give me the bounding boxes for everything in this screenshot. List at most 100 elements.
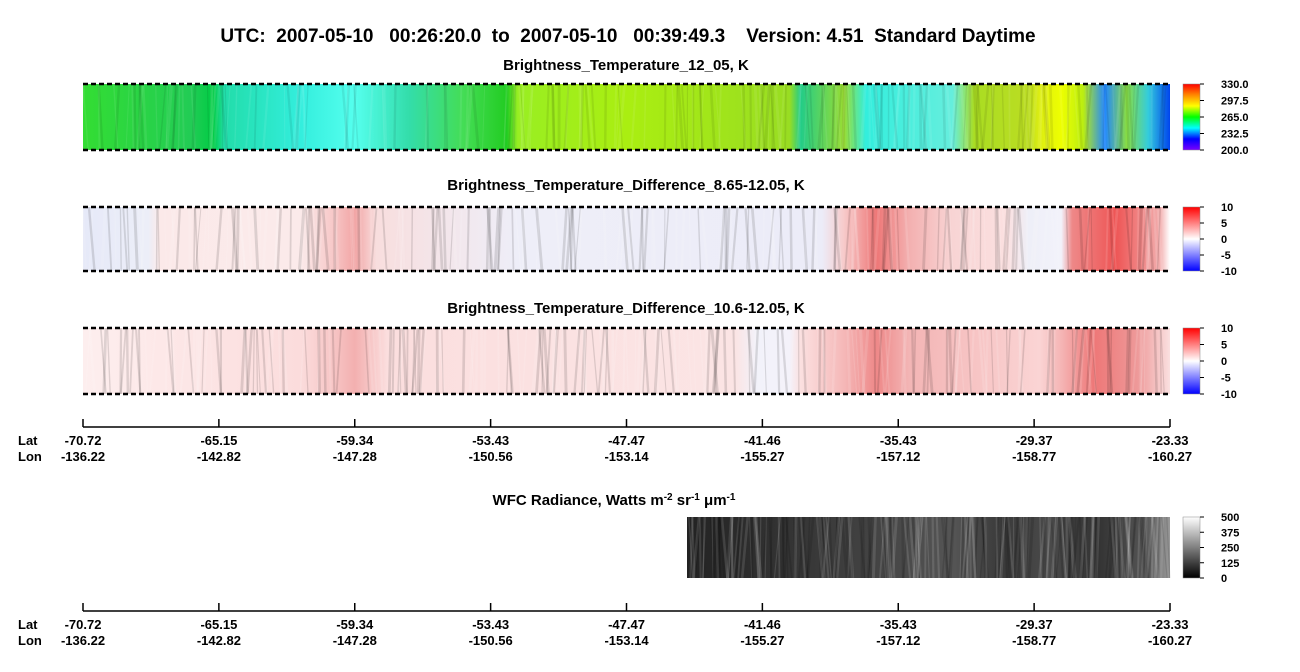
lon-tick-label: -158.77 xyxy=(1012,449,1056,464)
colorbar-tick-label: 5 xyxy=(1221,218,1227,230)
lat-tick-label: -35.43 xyxy=(880,433,917,448)
texture xyxy=(760,84,762,150)
texture xyxy=(778,328,779,394)
colorbar-tick-label: 0 xyxy=(1221,356,1227,368)
texture xyxy=(290,207,291,271)
figure-title: UTC: 2007-05-10 00:26:20.0 to 2007-05-10… xyxy=(220,26,1035,47)
colorbar-tick-label: 10 xyxy=(1221,323,1233,335)
lon-tick-label: -157.12 xyxy=(876,449,920,464)
texture xyxy=(240,207,241,271)
panel-title: Brightness_Temperature_Difference_10.6-1… xyxy=(447,300,805,317)
texture xyxy=(193,328,195,394)
texture xyxy=(514,84,515,150)
texture xyxy=(463,328,464,394)
texture xyxy=(1129,328,1130,394)
texture xyxy=(260,207,261,271)
colorbar xyxy=(1183,207,1200,271)
texture xyxy=(179,84,180,150)
texture xyxy=(772,207,773,271)
texture xyxy=(139,84,140,150)
colorbar-tick-label: -5 xyxy=(1221,373,1231,385)
texture xyxy=(1072,328,1073,394)
texture xyxy=(1160,328,1161,394)
texture xyxy=(750,84,751,150)
lat-label: Lat xyxy=(18,617,38,632)
texture xyxy=(198,328,200,394)
texture xyxy=(324,328,325,394)
texture xyxy=(933,517,934,578)
texture xyxy=(1121,84,1122,150)
lon-tick-label: -157.12 xyxy=(876,633,920,648)
lon-tick-label: -158.77 xyxy=(1012,633,1056,648)
texture xyxy=(467,207,468,271)
texture xyxy=(791,207,792,271)
lon-tick-label: -155.27 xyxy=(740,449,784,464)
texture xyxy=(732,517,733,578)
lat-tick-label: -59.34 xyxy=(336,617,374,632)
lat-tick-label: -41.46 xyxy=(744,617,781,632)
lat-tick-label: -29.37 xyxy=(1016,617,1053,632)
lon-tick-label: -153.14 xyxy=(604,449,649,464)
texture xyxy=(498,328,499,394)
texture xyxy=(615,84,616,150)
colorbar-tick-label: 375 xyxy=(1221,527,1239,539)
lat-tick-label: -70.72 xyxy=(65,617,102,632)
colorbar-tick-label: 265.0 xyxy=(1221,112,1249,124)
texture xyxy=(1046,84,1047,150)
texture xyxy=(476,328,477,394)
texture xyxy=(903,517,904,578)
texture xyxy=(665,84,666,150)
colorbar-tick-label: -5 xyxy=(1221,250,1231,262)
texture xyxy=(873,517,875,578)
texture xyxy=(120,328,121,394)
texture xyxy=(581,84,582,150)
texture xyxy=(389,328,391,394)
lat-tick-label: -53.43 xyxy=(472,433,509,448)
texture xyxy=(970,517,971,578)
texture xyxy=(120,207,121,271)
colorbar xyxy=(1183,84,1200,150)
colorbar-tick-label: 500 xyxy=(1221,512,1239,524)
texture xyxy=(166,328,167,394)
lat-tick-label: -47.47 xyxy=(608,617,645,632)
texture xyxy=(1121,517,1122,578)
texture xyxy=(805,207,806,271)
lat-tick-label: -35.43 xyxy=(880,617,917,632)
colorbar-tick-label: 250 xyxy=(1221,543,1239,555)
texture xyxy=(553,84,554,150)
texture xyxy=(565,328,566,394)
texture xyxy=(835,207,836,271)
lon-label: Lon xyxy=(18,633,42,648)
texture xyxy=(920,84,921,150)
texture xyxy=(724,328,726,394)
texture xyxy=(371,207,372,271)
texture xyxy=(134,84,135,150)
texture xyxy=(795,517,796,578)
texture xyxy=(604,207,606,271)
texture xyxy=(99,84,100,150)
texture xyxy=(360,207,361,271)
texture xyxy=(785,84,786,150)
panel-title: Brightness_Temperature_12_05, K xyxy=(503,57,749,74)
texture xyxy=(744,84,745,150)
texture xyxy=(763,207,764,271)
texture xyxy=(142,207,143,271)
texture xyxy=(445,84,447,150)
lon-tick-label: -153.14 xyxy=(604,633,649,648)
texture xyxy=(127,328,128,394)
colorbar xyxy=(1183,328,1200,394)
texture xyxy=(749,328,750,394)
texture xyxy=(705,328,706,394)
lat-label: Lat xyxy=(18,433,38,448)
texture xyxy=(909,84,910,150)
texture xyxy=(1019,517,1020,578)
colorbar-tick-label: -10 xyxy=(1221,389,1237,401)
texture xyxy=(394,84,395,150)
texture xyxy=(407,328,408,394)
lat-tick-label: -23.33 xyxy=(1152,617,1189,632)
lon-label: Lon xyxy=(18,449,42,464)
colorbar-tick-label: 5 xyxy=(1221,340,1227,352)
title-part: μm xyxy=(700,492,727,509)
colorbar xyxy=(1183,517,1200,578)
texture xyxy=(490,207,491,271)
